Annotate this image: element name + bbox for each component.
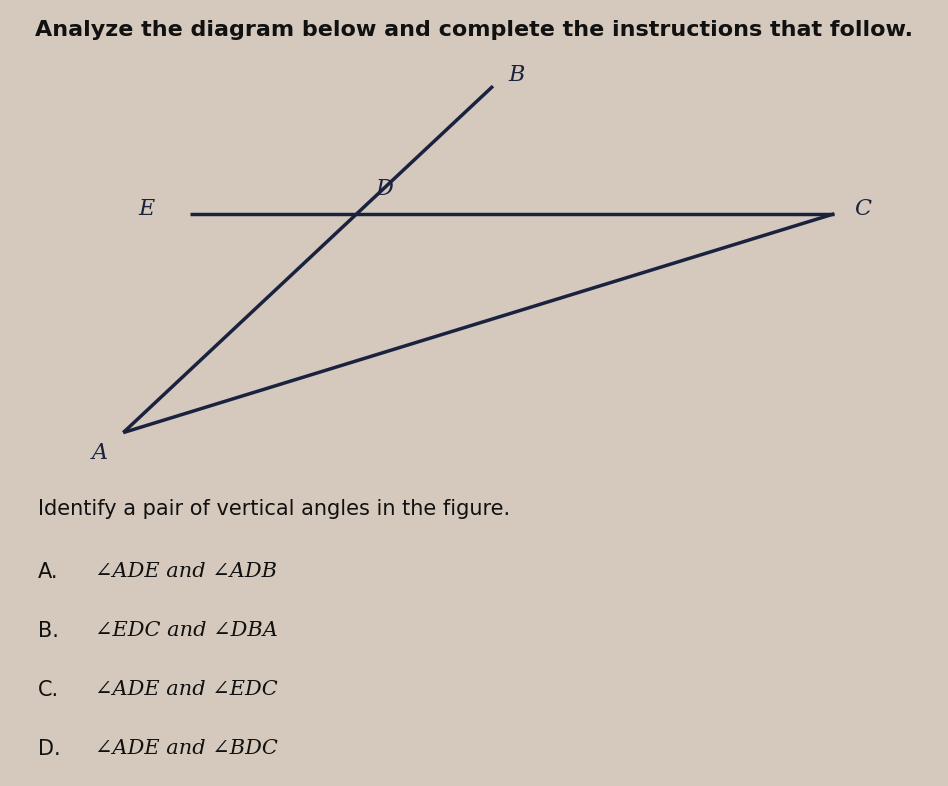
Text: D: D [375, 178, 392, 200]
Text: B.: B. [38, 621, 59, 641]
Text: Analyze the diagram below and complete the instructions that follow.: Analyze the diagram below and complete t… [35, 20, 913, 39]
Text: A: A [91, 443, 108, 464]
Text: ∠ADE and ∠BDC: ∠ADE and ∠BDC [95, 739, 278, 758]
Text: ∠ADE and ∠ADB: ∠ADE and ∠ADB [95, 562, 277, 581]
Text: C: C [854, 198, 871, 220]
Text: E: E [138, 198, 155, 220]
Text: C.: C. [38, 680, 59, 700]
Text: A.: A. [38, 562, 59, 582]
Text: ∠ADE and ∠EDC: ∠ADE and ∠EDC [95, 680, 278, 699]
Text: B: B [508, 64, 525, 86]
Text: D.: D. [38, 739, 61, 758]
Text: Identify a pair of vertical angles in the figure.: Identify a pair of vertical angles in th… [38, 499, 510, 519]
Text: ∠EDC and ∠DBA: ∠EDC and ∠DBA [95, 621, 278, 640]
